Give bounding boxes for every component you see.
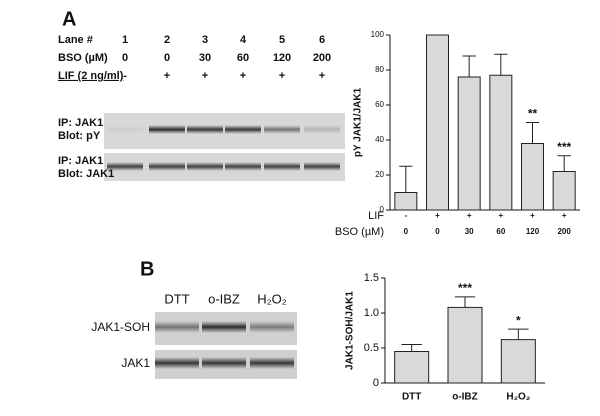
band [187, 125, 223, 134]
band [304, 162, 340, 171]
x-tick-label: 30 [465, 227, 474, 236]
lane-number: 3 [202, 34, 208, 46]
y-tick-label: 40 [375, 135, 384, 144]
bar [500, 339, 536, 384]
band [250, 357, 294, 369]
band [107, 162, 143, 171]
bar [426, 34, 449, 211]
x-row-name: LIF [368, 210, 384, 222]
bar [447, 306, 483, 384]
bso-dose: 30 [199, 52, 211, 64]
lif-sign: + [164, 70, 170, 82]
band [155, 321, 199, 333]
bso-dose: 0 [122, 52, 128, 64]
bar [489, 74, 513, 211]
band [107, 125, 143, 134]
bar [394, 192, 418, 211]
significance: *** [458, 281, 472, 295]
y-tick-label: 100 [371, 30, 385, 39]
y-tick-label: 1.0 [364, 307, 379, 319]
band [155, 357, 199, 369]
x-lif-label: + [530, 211, 535, 220]
y-tick-label: 20 [375, 170, 384, 179]
lif-sign: + [279, 70, 285, 82]
significance: *** [557, 140, 571, 154]
significance: ** [528, 107, 538, 121]
x-lif-label: + [467, 211, 472, 220]
band [149, 162, 185, 171]
bso-header: BSO (µM) [58, 52, 108, 64]
y-tick-label: 60 [375, 100, 384, 109]
x-tick-label: 60 [496, 227, 505, 236]
x-lif-label: + [498, 211, 503, 220]
lif-sign: + [319, 70, 325, 82]
lif-header: LIF (2 ng/ml) [58, 70, 124, 82]
x-tick-label: H₂O₂ [506, 392, 530, 403]
x-tick-label: 120 [526, 227, 540, 236]
lane-number: 2 [164, 34, 170, 46]
lane-label: o-IBZ [208, 291, 240, 306]
band [304, 125, 340, 134]
blot-label: Blot: JAK1 [58, 168, 114, 180]
lane-number: 1 [122, 34, 128, 46]
x-tick-label: 0 [404, 227, 409, 236]
band [225, 162, 261, 171]
blot-label: Blot: pY [58, 130, 101, 142]
panel-label: A [62, 8, 76, 30]
panel-label: B [140, 258, 154, 280]
lane-number: 5 [279, 34, 285, 46]
x-tick-label: 0 [435, 227, 440, 236]
bar [521, 143, 544, 211]
y-tick-label: 1.5 [364, 272, 379, 284]
y-tick-label: 80 [375, 65, 384, 74]
x-lif-label: - [404, 211, 407, 220]
blot-label: IP: JAK1 [58, 155, 103, 167]
lane-number: 4 [240, 34, 247, 46]
blot-label: JAK1 [121, 356, 150, 370]
bso-dose: 0 [164, 52, 170, 64]
y-tick-label: 0 [373, 377, 379, 389]
band [202, 321, 246, 333]
significance: * [516, 313, 521, 327]
lane-label: H₂O₂ [257, 291, 287, 306]
x-tick-label: 200 [557, 227, 571, 236]
y-axis-label: pY JAK1/JAK1 [353, 87, 364, 157]
band [264, 125, 300, 134]
y-axis-label: JAK1-SOH/JAK1 [345, 291, 356, 370]
lif-sign: + [240, 70, 246, 82]
x-row-name: BSO (µM) [335, 226, 384, 238]
lane-label: DTT [164, 291, 189, 306]
band [225, 125, 261, 134]
bso-dose: 120 [273, 52, 291, 64]
y-tick-label: 0 [380, 205, 385, 214]
blot-label: JAK1-SOH [91, 320, 150, 334]
y-tick-label: 0.5 [364, 342, 379, 354]
lane-number: 6 [319, 34, 325, 46]
bar [457, 76, 481, 211]
bso-dose: 60 [237, 52, 249, 64]
band [250, 321, 294, 333]
band [149, 125, 185, 134]
bar [552, 171, 576, 211]
x-tick-label: o-IBZ [452, 392, 478, 403]
bar [394, 351, 430, 384]
x-tick-label: DTT [402, 392, 421, 403]
band [187, 162, 223, 171]
x-lif-label: + [435, 211, 440, 220]
bso-dose: 200 [313, 52, 331, 64]
x-lif-label: + [562, 211, 567, 220]
lane-header: Lane # [58, 34, 93, 46]
lif-sign: + [202, 70, 208, 82]
band [264, 162, 300, 171]
band [202, 357, 246, 369]
lif-sign: - [123, 70, 127, 82]
blot-label: IP: JAK1 [58, 117, 103, 129]
